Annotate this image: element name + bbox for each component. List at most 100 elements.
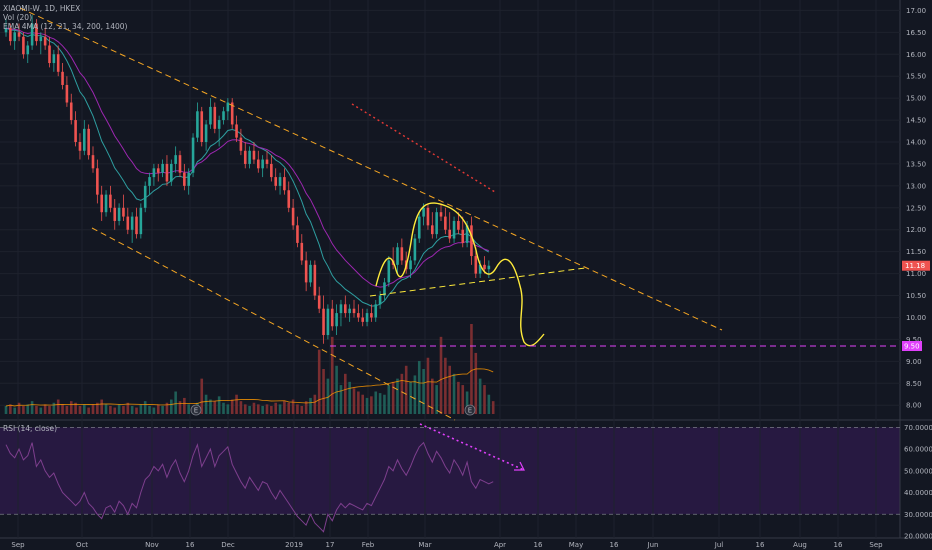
volume-bar [491,401,495,414]
candle-body [148,177,151,186]
candle [22,32,25,59]
dividend-marker-label: E [194,407,198,415]
candle-body [43,36,47,46]
candle-body [17,32,21,37]
candle-body [226,102,230,112]
volume-bar [17,402,21,414]
candle-body [409,260,412,270]
candle-body [126,216,130,230]
candle [283,168,286,195]
candle [135,207,138,239]
volume-bar [448,365,451,414]
price-tick-label: 10.50 [906,292,926,300]
volume-bar [174,391,177,414]
candle-body [470,225,473,257]
candle [257,150,260,173]
ema-line [5,27,490,307]
candle-body [217,120,221,129]
candle [96,159,99,204]
candle-body [235,124,238,138]
volume-bar [370,396,373,414]
candle [200,106,204,147]
candle-body [457,220,460,230]
volume-bar [213,401,217,414]
candle-body [209,106,212,125]
volume-bar [22,405,25,414]
candle-body [396,247,399,265]
candle [317,286,321,314]
drawings [19,7,900,471]
volume-bar [300,405,304,414]
volume-bar [183,397,186,414]
candle-body [448,229,451,239]
candle-body [156,168,160,173]
candle [357,304,360,322]
candle-body [461,229,465,243]
volume-bar [113,407,117,414]
volume-ma-line [5,368,494,407]
candle-body [278,177,282,186]
volume-bar [317,349,321,414]
volume-bar [204,394,208,414]
price-tick-label: 11.50 [906,248,926,256]
volume-bar [78,405,82,414]
volume-bar [344,373,347,414]
time-tick-label: 16 [756,541,765,549]
candle-body [4,27,8,33]
candle [56,45,60,77]
time-tick-label: 16 [534,541,543,549]
price-tick-label: 8.00 [906,402,922,410]
volume-bar [330,336,334,414]
candle-body [265,159,269,164]
candle [387,256,391,287]
volume-bar [26,404,30,414]
candle-body [35,23,38,42]
candle-body [478,264,482,274]
candle-body [322,308,325,336]
volume-bar [426,357,430,414]
candle-body [370,313,373,318]
last-price-label: 11.18 [905,262,925,270]
time-tick-label: 16 [610,541,619,549]
candle [217,115,221,147]
candle [444,207,447,235]
volume-bar [474,352,478,414]
rsi-indicator [0,426,900,533]
candlesticks [4,14,491,344]
candle-body [300,242,304,261]
volume-bar [465,391,469,414]
volume-bar [374,391,378,414]
candle-body [183,172,186,186]
volume-bar [165,402,169,414]
candle [487,260,491,278]
price-tick-label: 11.00 [906,270,926,278]
candle [170,159,173,186]
candle-body [261,159,264,169]
volume-bar [439,336,443,414]
candle [235,115,238,142]
price-tick-label: 15.00 [906,95,926,103]
volume-bar [278,404,282,414]
time-tick-label: Jul [714,541,724,549]
candle-body [274,177,277,186]
candle-body [444,216,447,230]
candle-body [252,150,256,160]
rsi-tick-label: 40.0000 [904,489,932,497]
time-tick-label: Feb [362,541,375,549]
candle-body [117,207,121,221]
candle-body [330,308,334,327]
volume-bar [230,399,234,414]
candle-body [222,111,225,121]
candle-body [83,128,86,151]
time-tick-label: 16 [834,541,843,549]
time-tick-label: Sep [11,541,25,549]
volume-bar [457,381,460,414]
candle-body [139,207,143,235]
candle [287,181,291,213]
volume-bar [361,394,364,414]
candle [300,234,304,265]
candle [165,155,169,186]
volume-bar [422,369,425,414]
volume-bar [378,393,382,414]
